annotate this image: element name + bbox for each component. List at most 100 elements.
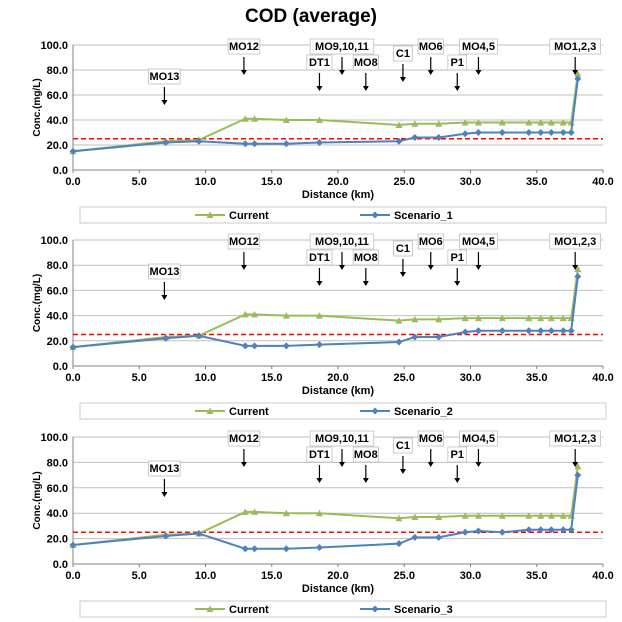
data-point [241,545,249,553]
annotation-box [459,233,498,250]
annotation-box [309,38,375,55]
y-tick-label: 60.0 [47,483,68,495]
data-point [474,327,482,335]
data-point [567,327,575,335]
legend-label: Scenario_2 [394,406,453,418]
annotation-label: MO9,10,11 [315,433,369,445]
annotation-box [549,233,601,250]
annotation-box [447,446,468,463]
data-point [461,314,469,322]
data-point [411,533,419,541]
data-point [395,121,403,128]
x-tick-label: 10.0 [195,176,216,188]
data-point [395,540,403,548]
annotation-box [393,437,413,454]
data-point [435,333,443,341]
data-point [547,327,555,335]
annotation-label: MO1,2,3 [554,433,596,445]
data-point [547,512,555,519]
data-point [251,310,259,318]
data-point [474,314,482,322]
data-point [435,513,443,521]
annotation-arrowhead [399,272,406,277]
annotation-arrowhead [427,462,434,467]
data-point [537,314,545,322]
x-axis-label: Distance (km) [302,385,374,397]
y-tick-label: 20.0 [47,534,68,546]
annotation-arrowhead [454,86,461,91]
legend-marker [371,605,379,613]
data-point [241,115,249,122]
data-point [461,119,469,126]
data-point [282,342,290,350]
y-tick-label: 20.0 [47,140,68,152]
data-point [537,526,545,534]
x-tick-label: 20.0 [327,372,348,384]
annotation-arrowhead [454,281,461,286]
annotation-box [417,38,444,55]
y-tick-label: 80.0 [47,65,68,77]
data-point [559,327,567,335]
annotation-box [549,430,601,447]
data-point [162,139,170,146]
annotation-arrowhead [161,100,168,105]
annotation-label: DT1 [309,449,330,461]
data-point [474,119,482,126]
data-point [395,514,403,522]
y-tick-label: 60.0 [47,90,68,102]
x-tick-label: 35.0 [526,372,547,384]
data-point [435,533,443,541]
legend-box [79,600,607,618]
annotation-label: MO8 [354,57,378,69]
series-line-scenario [72,276,579,349]
data-point [411,333,419,341]
annotation-label: MO8 [354,252,378,264]
x-tick-label: 30.0 [460,570,481,582]
y-tick-label: 100.0 [40,235,68,247]
data-point [315,139,323,146]
data-point [559,129,567,136]
data-point [435,134,443,141]
y-tick-label: 100.0 [40,432,68,444]
annotation-arrowhead [338,265,345,270]
data-point [567,526,575,534]
data-point [461,130,469,138]
x-tick-label: 0.0 [65,176,80,188]
annotation-box [447,54,468,71]
data-point [315,543,323,551]
y-tick-label: 40.0 [47,311,68,323]
annotation-box [148,68,181,85]
legend-marker [206,605,214,612]
data-point [411,513,419,521]
data-point [574,273,582,281]
data-point [559,119,567,126]
series-line-scenario [72,78,579,153]
y-tick-label: 0.0 [53,559,68,571]
y-axis-label: Conc.(mg/L) [32,471,43,529]
data-point [474,527,482,535]
data-point [498,512,506,519]
annotation-box [549,38,601,55]
data-point [547,129,555,136]
data-point [498,129,506,136]
annotation-label: MO6 [419,236,443,248]
x-tick-label: 30.0 [460,176,481,188]
annotation-arrowhead [572,70,579,75]
data-point [241,508,249,515]
data-point [411,120,419,127]
legend-marker [206,407,214,414]
data-point [395,137,403,145]
series-line-current [72,268,579,349]
x-tick-label: 35.0 [526,176,547,188]
x-tick-label: 5.0 [132,176,147,188]
annotation-box [227,430,261,447]
data-point [537,119,545,126]
data-point [498,119,506,126]
data-point [395,338,403,346]
annotation-label: MO6 [419,433,443,445]
x-axis-label: Distance (km) [302,189,374,201]
annotation-arrowhead [572,462,579,467]
x-tick-label: 20.0 [327,570,348,582]
annotation-label: MO8 [354,449,378,461]
